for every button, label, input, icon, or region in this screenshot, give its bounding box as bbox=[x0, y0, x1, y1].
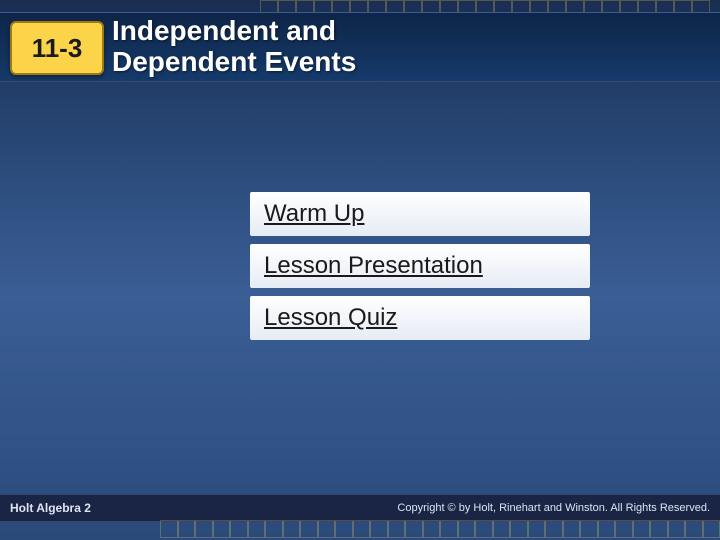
footer-bar: Holt Algebra 2 Copyright © by Holt, Rine… bbox=[0, 494, 720, 522]
decorative-grid-bottom bbox=[160, 520, 720, 540]
lesson-title-line1: Independent and bbox=[112, 15, 336, 46]
slide: 11-3 Independent and Dependent Events Wa… bbox=[0, 0, 720, 540]
lesson-title: Independent and Dependent Events bbox=[112, 16, 356, 78]
nav-item-label: Lesson Quiz bbox=[264, 304, 397, 331]
nav-area: Warm Up Lesson Presentation Lesson Quiz bbox=[250, 192, 590, 348]
footer-copyright: Copyright © by Holt, Rinehart and Winsto… bbox=[397, 502, 710, 514]
lesson-title-line2: Dependent Events bbox=[112, 46, 356, 77]
lesson-number-badge: 11-3 bbox=[10, 21, 104, 75]
nav-lesson-presentation[interactable]: Lesson Presentation bbox=[250, 244, 590, 288]
footer-book-title: Holt Algebra 2 bbox=[10, 501, 91, 515]
nav-lesson-quiz[interactable]: Lesson Quiz bbox=[250, 296, 590, 340]
nav-item-label: Warm Up bbox=[264, 200, 364, 227]
lesson-number: 11-3 bbox=[32, 33, 83, 64]
nav-warm-up[interactable]: Warm Up bbox=[250, 192, 590, 236]
nav-item-label: Lesson Presentation bbox=[264, 252, 483, 279]
header-bar: 11-3 Independent and Dependent Events bbox=[0, 12, 720, 82]
